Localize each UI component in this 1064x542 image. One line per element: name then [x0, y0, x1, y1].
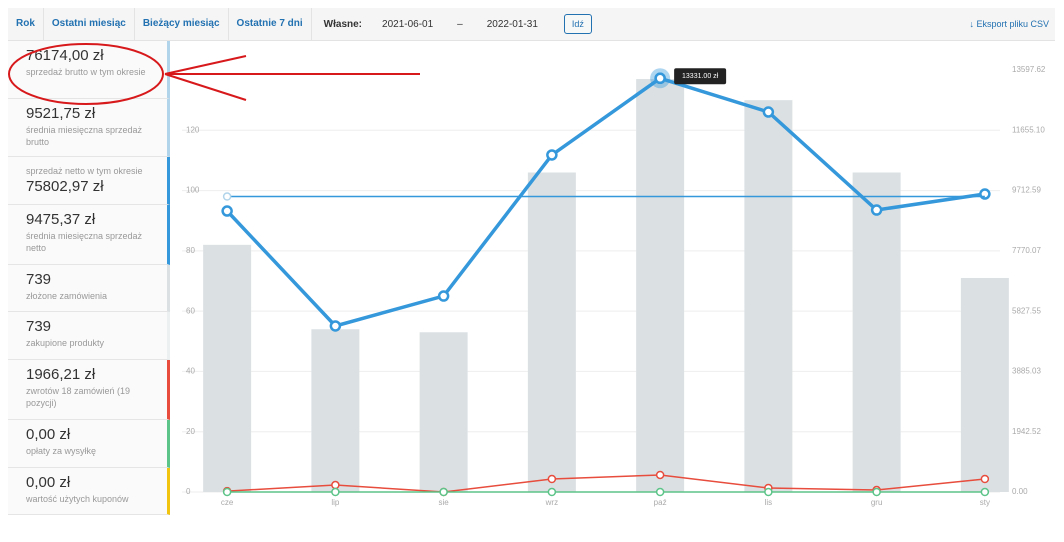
tooltip-text: 13331.00 zł	[682, 73, 719, 80]
x-tick-label: wrz	[545, 498, 558, 507]
legend-item[interactable]: 9521,75 zł średnia miesięczna sprzedaż br…	[8, 99, 170, 157]
line-point	[437, 290, 450, 302]
item-label: średnia miesięczna sprzedaż brutto	[26, 125, 143, 147]
bar	[852, 172, 901, 492]
y-tick-label: 100	[186, 186, 200, 195]
line-point	[872, 487, 881, 497]
line-point	[331, 487, 340, 497]
y2-tick-label: 0.00	[1012, 487, 1028, 496]
y-tick-label: 20	[186, 427, 195, 436]
line-point	[655, 487, 665, 497]
legend-item[interactable]: 0,00 zł opłaty za wysyłkę	[8, 420, 170, 468]
date-from[interactable]: 2021-06-01	[382, 18, 434, 30]
range-tab[interactable]: Ostatni miesiąc	[44, 8, 135, 40]
average-start	[222, 192, 232, 201]
x-tick-label: cze	[221, 498, 234, 507]
bar	[203, 244, 252, 492]
item-value: 9475,37 zł	[26, 211, 96, 228]
line-point	[764, 487, 773, 497]
y-tick-label: 60	[186, 306, 195, 315]
bar	[744, 100, 793, 493]
legend-item[interactable]: 739 zakupione produkty	[8, 312, 170, 360]
range-tab[interactable]: Bieżący miesiąc	[135, 8, 229, 40]
y2-tick-label: 3885.03	[1012, 367, 1041, 376]
line-point	[221, 205, 233, 217]
y2-tick-label: 13597.62	[1012, 65, 1046, 74]
bar	[960, 277, 1009, 492]
y2-tick-label: 9712.59	[1012, 186, 1041, 195]
y-tick-label: 120	[186, 125, 200, 134]
y-tick-label: 40	[186, 367, 195, 376]
hover-point	[654, 72, 666, 85]
item-label: opłaty za wysyłkę	[26, 446, 97, 456]
bar	[636, 79, 685, 493]
line-point	[655, 470, 665, 480]
item-value: 739	[26, 271, 52, 288]
item-label: złożone zamówienia	[26, 291, 108, 301]
go-button[interactable]: Idź	[563, 14, 592, 34]
bar	[419, 332, 468, 492]
legend-item[interactable]: sprzedaż netto w tym okresie 75802,97 zł	[8, 157, 170, 205]
line-point	[980, 474, 990, 484]
item-value: 75802,97 zł	[26, 178, 104, 195]
x-tick-label: gru	[871, 498, 883, 507]
item-value: 1966,21 zł	[26, 366, 96, 383]
range-tab[interactable]: Rok	[8, 8, 44, 40]
sidebar: 76174,00 zł sprzedaż brutto w tym okresie…	[8, 41, 170, 515]
item-value: 739	[26, 318, 52, 335]
legend-item[interactable]: 0,00 zł wartość użytych kuponów	[8, 468, 170, 515]
x-tick-label: lip	[331, 498, 340, 507]
item-value: 9521,75 zł	[26, 105, 96, 122]
item-label: sprzedaż netto w tym okresie	[26, 166, 143, 176]
y2-tick-label: 1942.52	[1012, 427, 1041, 436]
line-point	[439, 487, 448, 497]
line-point	[329, 320, 342, 332]
line-point	[547, 487, 557, 497]
item-value: 0,00 zł	[26, 426, 71, 443]
export-csv[interactable]: ↓ Eksport pliku CSV	[969, 19, 1055, 29]
date-to[interactable]: 2022-01-31	[486, 18, 538, 30]
item-label: zakupione produkty	[26, 338, 105, 348]
export-label: Eksport pliku CSV	[976, 19, 1049, 29]
legend-item[interactable]: 739 złożone zamówienia	[8, 265, 170, 312]
series-line	[225, 76, 986, 328]
line-point	[331, 480, 340, 490]
y-tick-label: 80	[186, 246, 195, 255]
line-point	[762, 106, 775, 118]
custom-label: Własne:	[323, 18, 363, 30]
item-value: 0,00 zł	[26, 474, 71, 491]
range-tab[interactable]: Ostatnie 7 dni	[229, 8, 312, 40]
item-label: wartość użytych kuponów	[26, 494, 129, 504]
report-nav: Rok Ostatni miesiąc Bieżący miesiąc Ostatni…	[8, 8, 1055, 41]
y2-tick-label: 7770.07	[1012, 246, 1041, 255]
line-point	[980, 487, 990, 497]
export-icon: ↓	[969, 19, 977, 29]
bar	[311, 329, 360, 492]
item-label: średnia miesięczna sprzedaż netto	[26, 231, 143, 253]
y2-tick-label: 11655.10	[1012, 125, 1045, 134]
x-tick-label: sie	[439, 498, 450, 507]
legend-item[interactable]: 9475,37 zł średnia miesięczna sprzedaż ne…	[8, 205, 170, 265]
date-separator: –	[457, 18, 463, 30]
y-tick-label: 0	[186, 487, 191, 496]
series-line	[227, 474, 985, 493]
x-tick-label: lis	[765, 498, 773, 507]
line-point	[222, 487, 232, 497]
x-tick-label: sty	[980, 498, 990, 507]
tooltip-box	[674, 68, 727, 85]
line-point	[870, 204, 883, 216]
bar	[527, 172, 576, 492]
y2-tick-label: 5827.55	[1012, 306, 1041, 315]
x-tick-label: paź	[654, 498, 667, 507]
line-point	[546, 149, 558, 161]
item-label: zwrotów 18 zamówień (19 pozycji)	[26, 386, 131, 408]
legend-item[interactable]: 1966,21 zł zwrotów 18 zamówień (19 pozycj…	[8, 360, 170, 420]
line-point	[547, 474, 557, 484]
